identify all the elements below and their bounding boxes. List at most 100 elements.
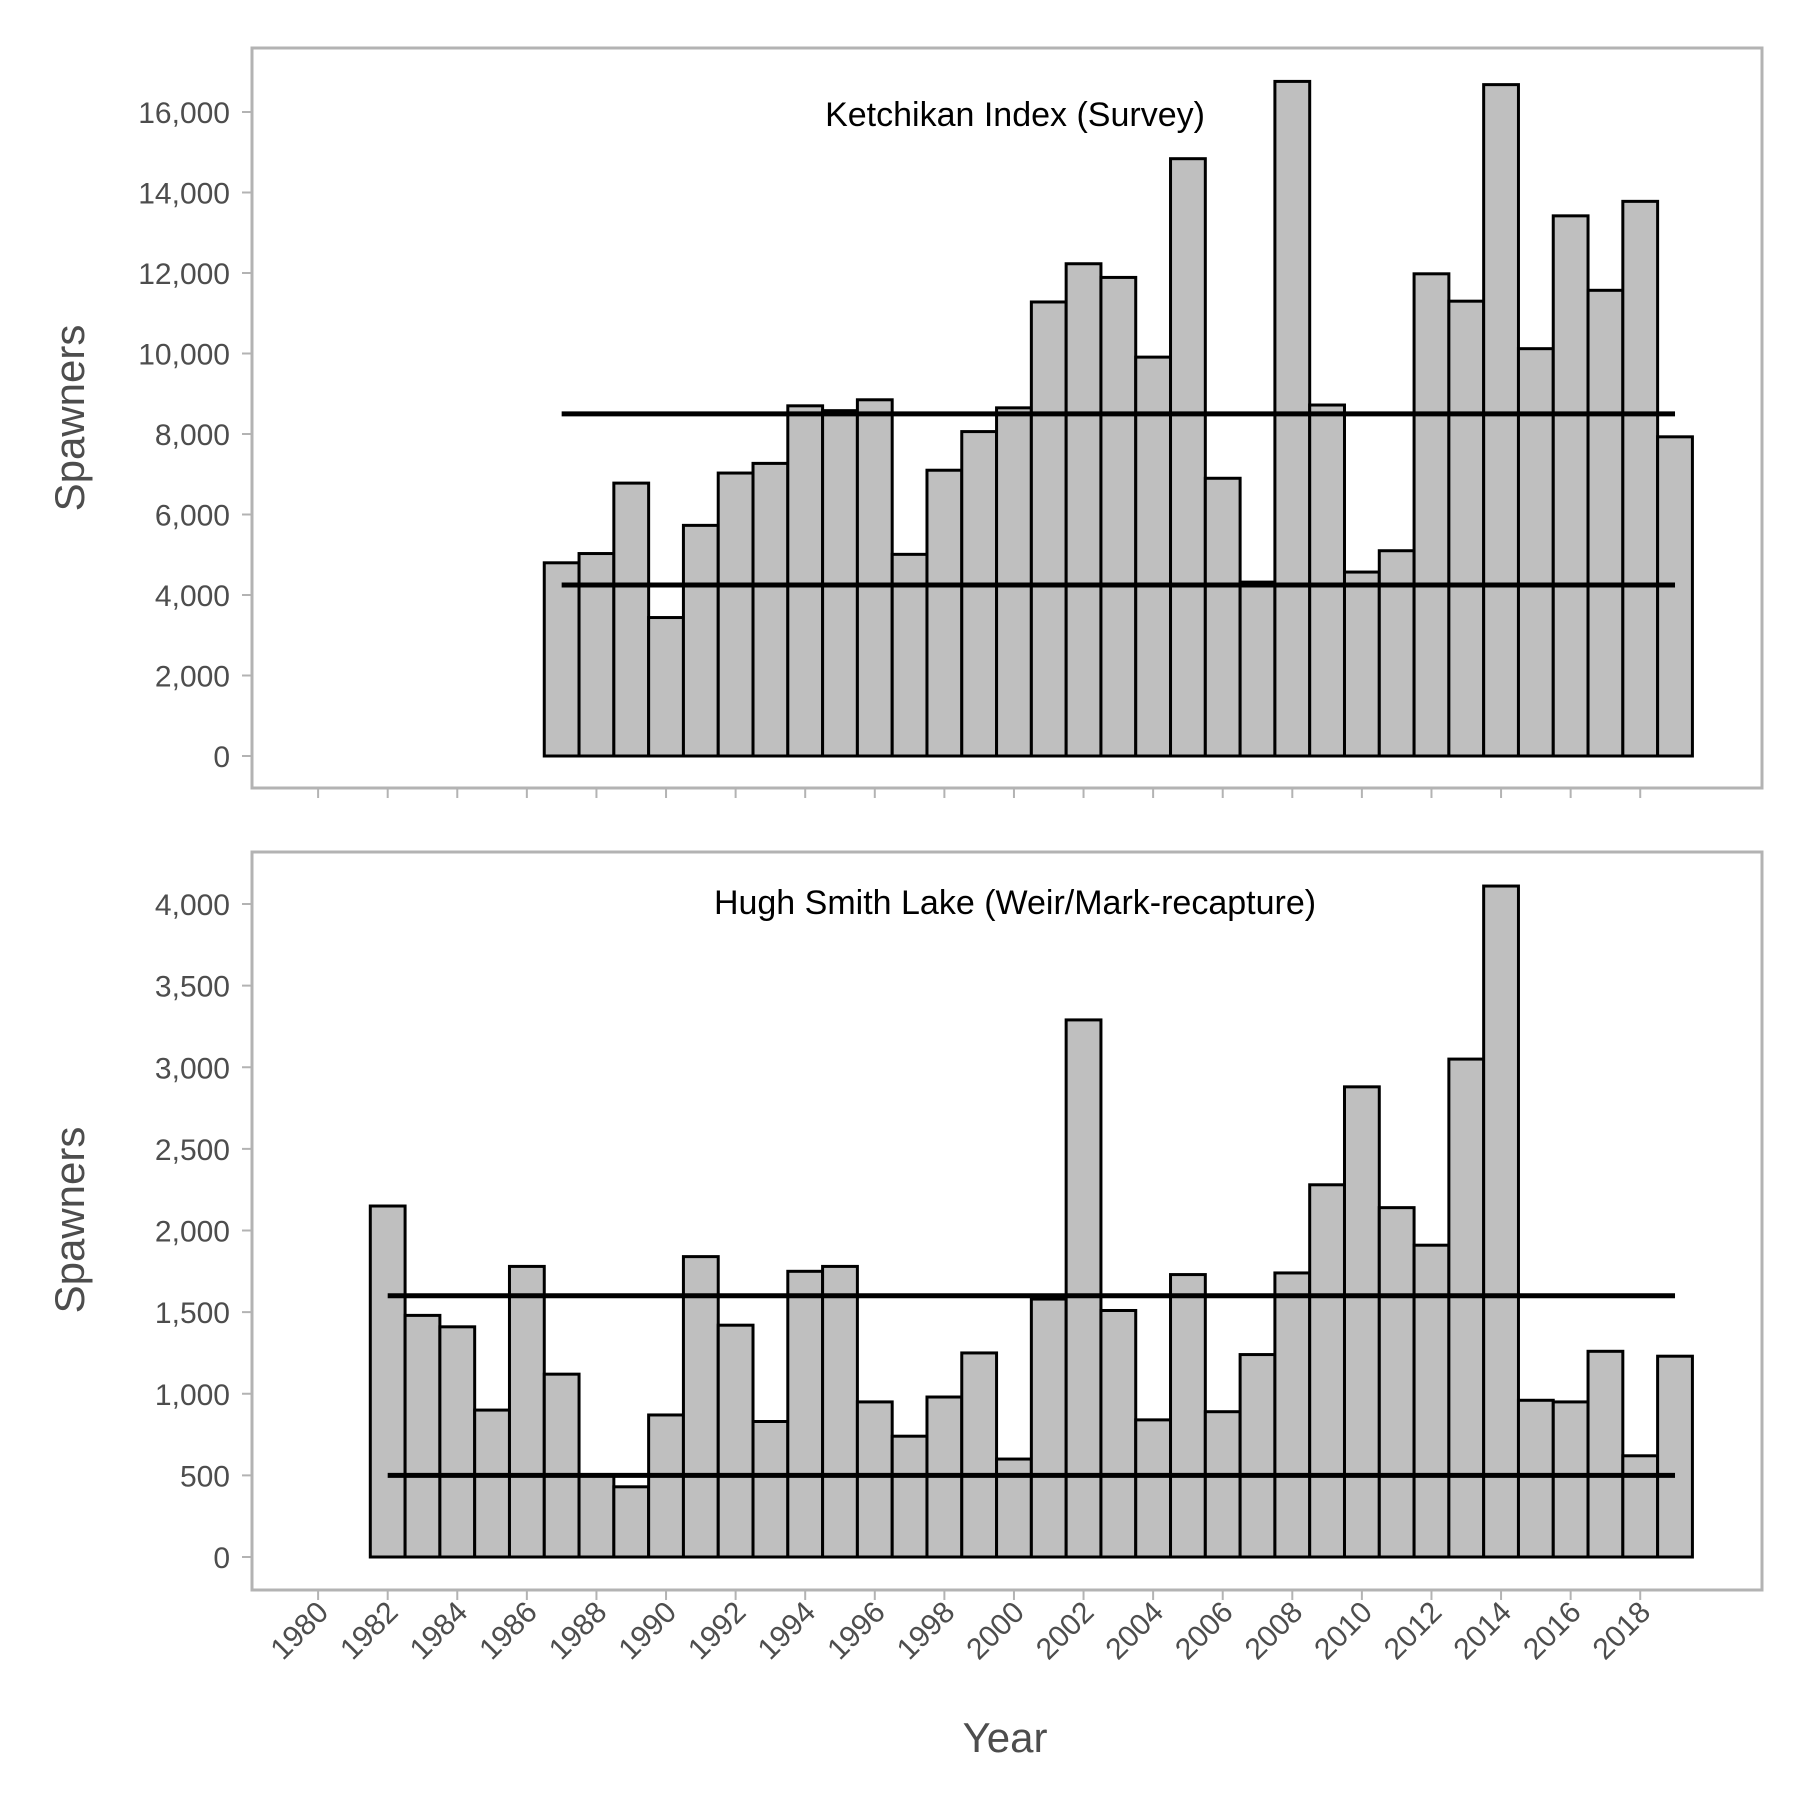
hugh-smith-bar-1991 — [681, 1255, 720, 1559]
hugh-smith-bar-1999 — [960, 1351, 999, 1559]
ketchikan-y-tick-label: 6,000 — [155, 500, 230, 533]
hugh-smith-bar-1989 — [612, 1485, 651, 1559]
ketchikan-bar-2000 — [995, 406, 1033, 758]
hugh-smith-bar-1994 — [786, 1269, 825, 1559]
ketchikan-bar-2013 — [1447, 299, 1486, 758]
hugh-smith-bar-2014 — [1482, 884, 1520, 1559]
hugh-smith-y-axis-title: Spawners — [46, 1127, 93, 1314]
x-tick-label: 2010 — [1308, 1596, 1379, 1667]
x-axis-title: Year — [963, 1714, 1048, 1761]
hugh-smith-y-tick-label: 500 — [180, 1460, 230, 1493]
hugh-smith-bar-2012 — [1412, 1243, 1451, 1559]
ketchikan-bar-2009 — [1308, 403, 1346, 758]
ketchikan-bar-1987 — [542, 561, 581, 758]
hugh-smith-bar-2003 — [1099, 1308, 1138, 1559]
hugh-smith-bar-2008 — [1273, 1271, 1312, 1559]
x-tick-label: 1988 — [543, 1596, 614, 1667]
x-tick-label: 2006 — [1169, 1596, 1240, 1667]
hugh-smith-bar-1993 — [751, 1420, 790, 1559]
x-tick-label: 1982 — [334, 1596, 405, 1667]
ketchikan-bar-2015 — [1516, 347, 1555, 758]
ketchikan-y-axis-title: Spawners — [46, 325, 93, 512]
ketchikan-y-tick-label: 10,000 — [138, 339, 230, 372]
ketchikan-bar-2010 — [1342, 570, 1381, 758]
ketchikan-bar-2012 — [1412, 272, 1451, 758]
ketchikan-y-tick-label: 8,000 — [155, 419, 230, 452]
x-tick-label: 2004 — [1100, 1596, 1171, 1667]
x-tick-label: 1994 — [752, 1596, 823, 1667]
hugh-smith-bar-1997 — [890, 1434, 929, 1559]
ketchikan-bar-2006 — [1203, 476, 1242, 758]
hugh-smith-panel-title: Hugh Smith Lake (Weir/Mark-recapture) — [714, 884, 1316, 922]
x-tick-label: 2008 — [1239, 1596, 1310, 1667]
hugh-smith-bar-1985 — [473, 1408, 511, 1559]
ketchikan-panel: 0 2,000 4,000 6,000 8,000 10,000 12,000 14,000 1… — [46, 46, 1764, 798]
hugh-smith-bar-1986 — [507, 1264, 546, 1559]
hugh-smith-y-tick-label: 2,500 — [155, 1134, 230, 1167]
hugh-smith-panel: 0 500 1,000 1,500 2,000 2,500 3,000 3,500 4,000 H… — [46, 850, 1764, 1600]
ketchikan-bar-2018 — [1621, 199, 1660, 758]
hugh-smith-bar-2004 — [1134, 1418, 1173, 1559]
hugh-smith-bar-2001 — [1029, 1297, 1068, 1559]
x-tick-label: 1992 — [682, 1596, 753, 1667]
hugh-smith-bar-1992 — [716, 1323, 755, 1559]
x-tick-label: 2014 — [1447, 1596, 1518, 1667]
x-tick-label: 1998 — [891, 1596, 962, 1667]
ketchikan-bar-1994 — [786, 404, 825, 758]
ketchikan-bar-1996 — [855, 398, 894, 758]
ketchikan-bar-2016 — [1551, 214, 1590, 758]
ketchikan-bar-2008 — [1273, 79, 1312, 758]
hugh-smith-bar-2007 — [1238, 1353, 1277, 1559]
x-axis: 1980 1982 1984 1986 1988 1990 1992 1994 1996 1998… — [265, 1596, 1658, 1667]
ketchikan-bar-2004 — [1134, 355, 1173, 758]
x-tick-label: 2018 — [1587, 1596, 1658, 1667]
hugh-smith-y-tick-label: 2,000 — [155, 1216, 230, 1249]
hugh-smith-bar-1995 — [821, 1264, 859, 1559]
ketchikan-bar-1998 — [925, 468, 964, 758]
x-tick-label: 2000 — [960, 1596, 1031, 1667]
ketchikan-y-tick-label: 2,000 — [155, 661, 230, 694]
hugh-smith-bar-2011 — [1377, 1206, 1416, 1559]
ketchikan-y-tick-label: 16,000 — [138, 97, 230, 130]
hugh-smith-bar-2010 — [1342, 1085, 1381, 1559]
hugh-smith-bar-2019 — [1656, 1354, 1694, 1559]
ketchikan-bar-2019 — [1656, 435, 1694, 758]
ketchikan-bar-2002 — [1064, 262, 1103, 758]
hugh-smith-bar-1996 — [855, 1400, 894, 1559]
x-tick-label: 1990 — [612, 1596, 683, 1667]
hugh-smith-y-tick-label: 3,500 — [155, 971, 230, 1004]
hugh-smith-bar-2005 — [1169, 1273, 1207, 1559]
hugh-smith-bar-1983 — [403, 1313, 442, 1559]
x-tick-label: 1980 — [265, 1596, 336, 1667]
ketchikan-bar-1993 — [751, 461, 790, 758]
hugh-smith-bar-2017 — [1586, 1349, 1625, 1559]
hugh-smith-bar-2018 — [1621, 1454, 1660, 1559]
hugh-smith-y-tick-label: 1,000 — [155, 1379, 230, 1412]
ketchikan-bar-1992 — [716, 471, 755, 758]
hugh-smith-bar-2006 — [1203, 1410, 1242, 1559]
ketchikan-bar-1999 — [960, 430, 999, 758]
x-tick-label: 1986 — [473, 1596, 544, 1667]
ketchikan-bar-2014 — [1482, 83, 1520, 758]
ketchikan-bar-2005 — [1169, 157, 1207, 758]
x-tick-label: 2016 — [1517, 1596, 1588, 1667]
hugh-smith-y-tick-label: 0 — [213, 1542, 230, 1575]
ketchikan-y-tick-label: 12,000 — [138, 258, 230, 291]
hugh-smith-bar-2013 — [1447, 1057, 1486, 1559]
hugh-smith-bar-2002 — [1064, 1018, 1103, 1559]
ketchikan-y-tick-label: 4,000 — [155, 580, 230, 613]
ketchikan-bar-1989 — [612, 481, 651, 758]
hugh-smith-bar-2016 — [1551, 1400, 1590, 1559]
ketchikan-bar-2011 — [1377, 549, 1416, 758]
hugh-smith-bar-2009 — [1308, 1183, 1346, 1559]
x-tick-label: 1996 — [821, 1596, 892, 1667]
hugh-smith-bar-1984 — [438, 1325, 477, 1559]
x-tick-label: 2012 — [1378, 1596, 1449, 1667]
hugh-smith-y-tick-label: 4,000 — [155, 889, 230, 922]
ketchikan-bar-1991 — [681, 523, 720, 758]
x-tick-label: 1984 — [404, 1596, 475, 1667]
ketchikan-bar-1990 — [647, 616, 685, 758]
ketchikan-bar-2003 — [1099, 275, 1138, 758]
ketchikan-y-tick-label: 0 — [213, 741, 230, 774]
